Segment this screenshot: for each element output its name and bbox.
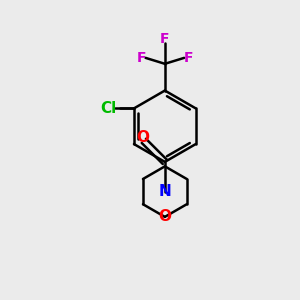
Text: O: O bbox=[136, 130, 149, 146]
Text: Cl: Cl bbox=[100, 101, 117, 116]
Text: O: O bbox=[158, 209, 171, 224]
Text: F: F bbox=[184, 51, 193, 65]
Text: N: N bbox=[158, 184, 171, 199]
Text: F: F bbox=[136, 51, 146, 65]
Text: F: F bbox=[160, 32, 170, 46]
